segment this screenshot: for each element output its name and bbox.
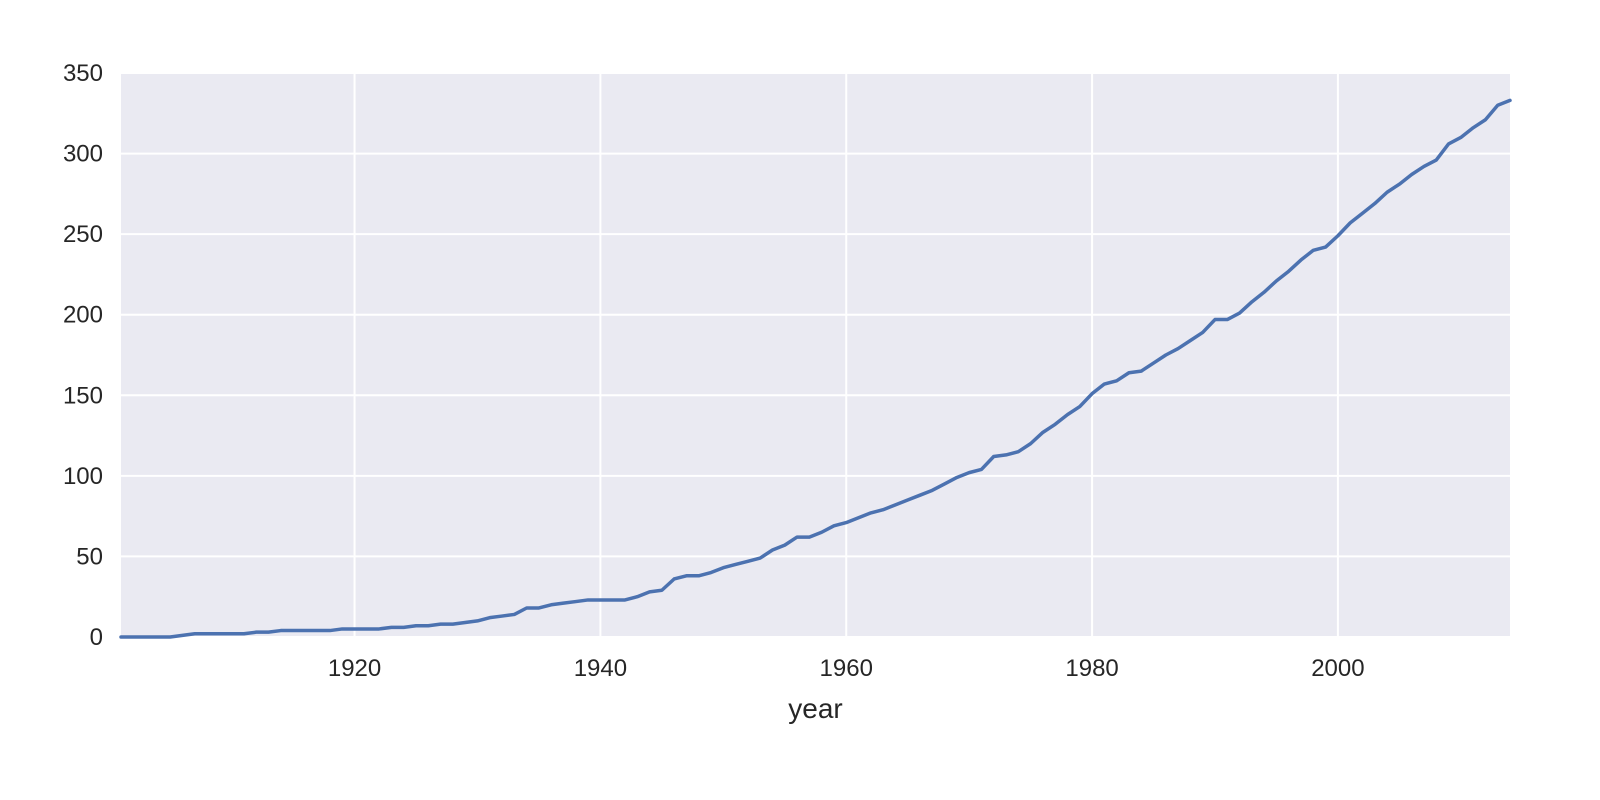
y-tick-label: 200: [63, 302, 103, 329]
x-tick-label: 1920: [328, 655, 381, 682]
x-tick-label: 1980: [1065, 655, 1118, 682]
y-tick-labels: 0 50 100 150 200 250 300 350: [63, 60, 103, 651]
x-tick-label: 1960: [820, 655, 873, 682]
y-tick-label: 300: [63, 141, 103, 168]
y-gridlines: [121, 72, 1510, 638]
x-tick-label: 2000: [1311, 655, 1364, 682]
x-tick-labels: 1920 1940 1960 1980 2000: [328, 655, 1365, 682]
x-tick-label: 1940: [574, 655, 627, 682]
x-gridlines: [353, 73, 1339, 637]
y-tick-label: 150: [63, 382, 103, 409]
plot-area: [121, 73, 1510, 637]
y-tick-label: 350: [63, 60, 103, 87]
y-tick-label: 250: [63, 221, 103, 248]
y-tick-label: 50: [76, 543, 103, 570]
x-axis-title: year: [788, 693, 842, 724]
y-tick-label: 0: [90, 624, 103, 651]
series-line: [119, 98, 1512, 639]
y-tick-label: 100: [63, 463, 103, 490]
